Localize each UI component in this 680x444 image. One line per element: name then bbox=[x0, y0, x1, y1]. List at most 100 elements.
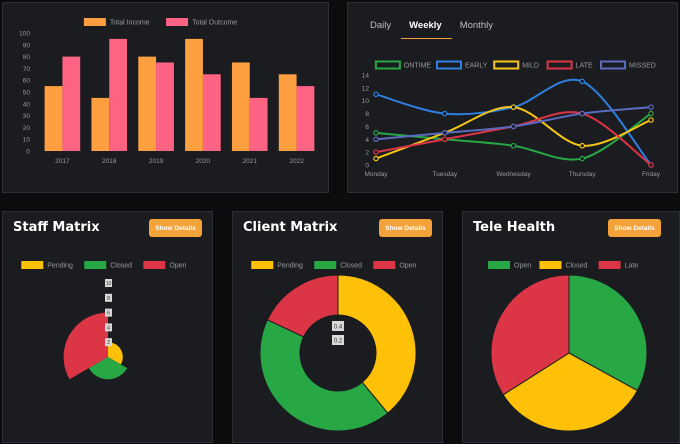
tele-health-title: Tele Health bbox=[473, 220, 556, 235]
doughnut-slice-closed bbox=[259, 319, 389, 432]
x-tick-label: Friday bbox=[642, 171, 661, 178]
legend-swatch-total-outcome bbox=[166, 18, 189, 26]
radial-tick-box bbox=[332, 321, 344, 331]
bar-total-income-2017 bbox=[44, 86, 63, 151]
legend-label-mild: MILD bbox=[522, 63, 539, 70]
tab-monthly[interactable]: Monthly bbox=[459, 20, 493, 31]
staff-matrix-title: Staff Matrix bbox=[13, 220, 100, 235]
x-tick-label: 2020 bbox=[196, 158, 211, 165]
y-tick-label: 4 bbox=[365, 137, 369, 144]
legend-swatch-total-income bbox=[83, 18, 106, 26]
point-missed-friday bbox=[648, 104, 654, 110]
x-tick-label: 2019 bbox=[149, 158, 164, 165]
doughnut-slice-pending bbox=[337, 274, 417, 414]
tab-daily[interactable]: Daily bbox=[370, 20, 392, 31]
period-tabs: Daily Weekly Monthly bbox=[362, 17, 503, 39]
radial-tick-box bbox=[105, 338, 112, 347]
client-show-details-button[interactable]: Show Details bbox=[379, 219, 432, 237]
radial-tick-label: 10 bbox=[106, 281, 112, 287]
y-tick-label: 30 bbox=[23, 113, 31, 120]
client-matrix-panel: Client Matrix Show Details Pending Closed… bbox=[232, 211, 443, 443]
legend-label-late: Late bbox=[625, 263, 639, 270]
staff-polar-chart: Pending Closed Open 10 8 6 4 2 bbox=[21, 261, 187, 380]
legend-label-late: LATE bbox=[576, 63, 593, 70]
y-tick-label: 50 bbox=[23, 90, 31, 97]
y-tick-label: 12 bbox=[362, 85, 370, 92]
bar-total-outcome-2019 bbox=[156, 62, 174, 151]
legend-label-ontime: ONTIME bbox=[404, 63, 432, 70]
legend-swatch-closed bbox=[314, 261, 337, 269]
bar-total-outcome-2020 bbox=[202, 74, 221, 151]
line-series-missed bbox=[375, 106, 652, 141]
legend-swatch-ontime bbox=[374, 60, 401, 70]
point-mild-thursday bbox=[579, 142, 586, 149]
x-tick-label: Monday bbox=[364, 171, 388, 178]
legend-label-pending: Pending bbox=[47, 263, 73, 270]
legend-label-total-income: Total Income bbox=[110, 20, 150, 27]
radial-tick-box bbox=[105, 293, 112, 302]
radial-tick-box bbox=[105, 308, 112, 317]
legend-swatch-late bbox=[546, 60, 573, 70]
bar-total-outcome-2022 bbox=[296, 86, 315, 151]
line-series-late bbox=[375, 111, 652, 166]
legend-swatch-closed bbox=[539, 261, 562, 269]
point-missed-thursday bbox=[579, 110, 586, 117]
line-series-early bbox=[375, 78, 652, 166]
point-mild-wednesday bbox=[510, 104, 517, 110]
bar-total-outcome-2017 bbox=[62, 56, 81, 151]
weekly-status-panel: Daily Weekly Monthly ONTIME EARLY MILD LATE… bbox=[347, 2, 678, 193]
radial-tick-label: 0.4 bbox=[334, 325, 343, 331]
x-tick-label: 2021 bbox=[243, 158, 258, 165]
point-late-tuesday bbox=[441, 136, 448, 143]
point-early-monday bbox=[373, 91, 379, 98]
polar-slice-pending bbox=[108, 342, 123, 365]
weekly-line-chart: ONTIME EARLY MILD LATE MISSED 0 2 4 6 8 10 12 14 Mond… bbox=[362, 60, 661, 178]
tele-health-panel: Tele Health Show Details Open Closed Late bbox=[462, 211, 680, 443]
bar-total-outcome-2021 bbox=[249, 97, 268, 151]
x-tick-label: 2018 bbox=[102, 158, 117, 165]
point-early-tuesday bbox=[441, 110, 448, 117]
legend-label-missed: MISSED bbox=[629, 63, 656, 70]
income-outcome-bar-chart: Total Income Total Outcome 0 10 20 30 40 50 60 70… bbox=[19, 18, 315, 165]
polar-slice-open bbox=[63, 312, 108, 380]
radial-tick-label: 8 bbox=[107, 296, 110, 302]
point-missed-tuesday bbox=[441, 130, 448, 136]
legend-swatch-open bbox=[143, 261, 166, 269]
y-tick-label: 40 bbox=[23, 101, 31, 108]
y-tick-label: 100 bbox=[19, 31, 30, 38]
tab-weekly[interactable]: Weekly bbox=[401, 17, 452, 39]
legend-swatch-open bbox=[488, 261, 511, 269]
legend-label-early: EARLY bbox=[465, 63, 488, 70]
y-tick-label: 10 bbox=[23, 137, 31, 144]
bar-total-income-2018 bbox=[91, 97, 110, 151]
bar-total-income-2020 bbox=[185, 38, 203, 151]
staff-show-details-button[interactable]: Show Details bbox=[149, 219, 202, 237]
x-tick-label: 2017 bbox=[55, 158, 70, 165]
legend-label-closed: Closed bbox=[110, 263, 132, 270]
x-tick-label: Tuesday bbox=[432, 171, 457, 178]
legend-swatch-late bbox=[598, 261, 621, 269]
point-late-monday bbox=[373, 149, 379, 155]
legend-label-pending: Pending bbox=[277, 263, 303, 270]
legend-swatch-missed bbox=[600, 60, 627, 70]
y-tick-label: 70 bbox=[23, 66, 31, 73]
y-tick-label: 14 bbox=[362, 73, 370, 80]
legend-swatch-open bbox=[373, 261, 396, 269]
legend-label-closed: Closed bbox=[565, 263, 587, 270]
legend-label-open: Open bbox=[169, 263, 186, 270]
bar-total-income-2021 bbox=[231, 62, 250, 151]
point-ontime-monday bbox=[373, 130, 379, 136]
tele-show-details-button[interactable]: Show Details bbox=[608, 219, 661, 237]
legend-swatch-mild bbox=[493, 60, 520, 70]
client-doughnut-chart: Pending Closed Open 0.4 0.2 bbox=[251, 261, 417, 432]
y-tick-label: 6 bbox=[365, 124, 369, 131]
point-late-friday bbox=[648, 162, 654, 168]
legend-label-open: Open bbox=[514, 263, 531, 270]
y-tick-label: 60 bbox=[23, 78, 31, 85]
radial-tick-label: 4 bbox=[107, 325, 110, 331]
point-mild-monday bbox=[373, 155, 379, 162]
income-outcome-panel: Total Income Total Outcome 0 10 20 30 40 50 60 70… bbox=[2, 2, 329, 193]
legend-swatch-pending bbox=[251, 261, 274, 269]
y-tick-label: 2 bbox=[365, 150, 369, 157]
point-early-thursday bbox=[579, 78, 586, 85]
